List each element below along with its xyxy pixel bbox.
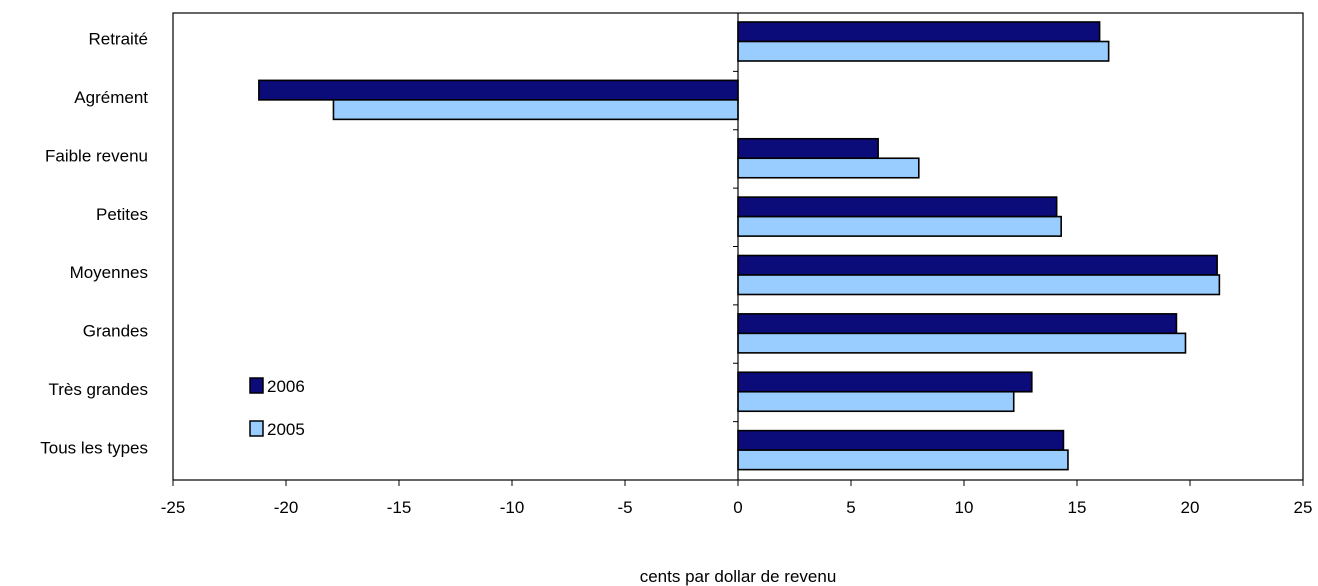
legend-label-2006: 2006 xyxy=(267,377,305,396)
bars-layer xyxy=(258,21,1221,471)
bar-2005-0 xyxy=(737,40,1110,62)
category-label: Petites xyxy=(96,205,148,224)
bar-2006-1 xyxy=(258,79,739,101)
x-axis-title: cents par dollar de revenu xyxy=(640,567,837,586)
bar-2005-4 xyxy=(737,274,1221,296)
bar-2005-5 xyxy=(737,332,1187,354)
x-tick-label: -15 xyxy=(387,498,412,517)
bar-2006-6 xyxy=(737,371,1033,393)
bar-2006-3 xyxy=(737,196,1058,218)
bar-2006-4 xyxy=(737,254,1218,276)
bar-2006-5 xyxy=(737,313,1178,335)
bar-2006-0 xyxy=(737,21,1101,43)
category-label: Retraité xyxy=(88,30,148,49)
legend-swatch-2005 xyxy=(249,420,264,437)
category-label: Faible revenu xyxy=(45,146,148,165)
legend-label-2005: 2005 xyxy=(267,420,305,439)
bar-2006-2 xyxy=(737,137,879,160)
x-tick-label: -20 xyxy=(274,498,299,517)
x-tick-label: 20 xyxy=(1181,498,1200,517)
legend: 2006 2005 xyxy=(249,377,305,439)
category-label: Tous les types xyxy=(40,438,148,457)
bar-2005-2 xyxy=(737,157,920,179)
bar-2005-7 xyxy=(737,449,1069,471)
x-tick-label: 15 xyxy=(1068,498,1087,517)
bar-2006-7 xyxy=(737,429,1065,451)
x-tick-label: 5 xyxy=(846,498,855,517)
x-tick-label: 25 xyxy=(1294,498,1313,517)
x-tick-label: 0 xyxy=(733,498,742,517)
category-label: Très grandes xyxy=(48,380,148,399)
bar-2005-1 xyxy=(332,99,739,121)
bar-2005-3 xyxy=(737,215,1062,237)
category-label: Moyennes xyxy=(70,263,148,282)
labels-layer: Retraité Agrément Faible revenu Petites Moye… xyxy=(40,30,1312,586)
category-label: Grandes xyxy=(83,322,148,341)
x-tick-label: -10 xyxy=(500,498,525,517)
bar-2005-6 xyxy=(737,390,1015,413)
x-tick-label: -25 xyxy=(161,498,186,517)
x-tick-label: 10 xyxy=(955,498,974,517)
category-label: Agrément xyxy=(74,88,148,107)
legend-swatch-2006 xyxy=(249,377,264,394)
axes-layer xyxy=(172,12,1304,486)
x-tick-label: -5 xyxy=(617,498,632,517)
